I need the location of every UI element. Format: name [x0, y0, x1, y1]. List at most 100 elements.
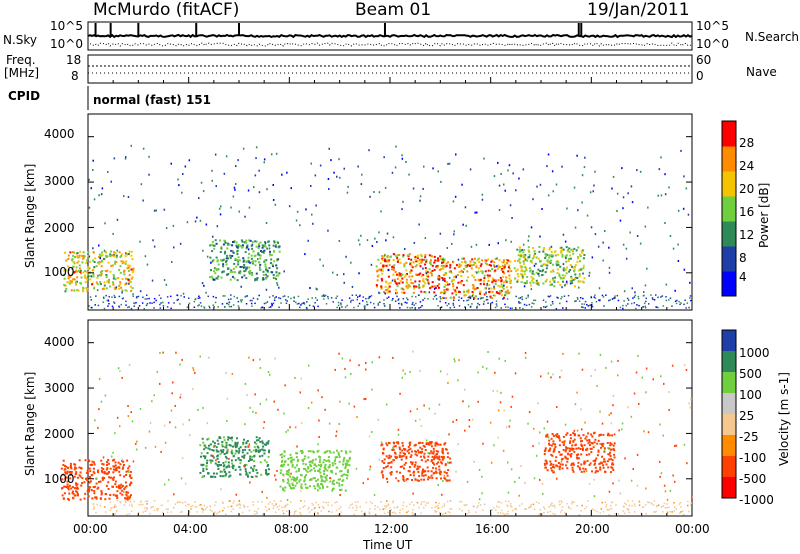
velocity-point [468, 405, 470, 408]
velocity-point [86, 490, 89, 493]
velocity-point [338, 453, 340, 456]
power-point [574, 264, 577, 267]
power-point [350, 301, 352, 303]
power-point [396, 277, 399, 280]
velocity-point [424, 449, 427, 451]
power-point [474, 295, 477, 298]
power-point [465, 279, 468, 282]
velocity-point [297, 458, 300, 461]
velocity-point [104, 498, 107, 501]
velocity-point [207, 447, 210, 450]
power-point [345, 255, 347, 258]
velocity-point [344, 467, 347, 469]
power-point [403, 275, 406, 278]
velocity-point [590, 447, 593, 450]
power-point [125, 289, 128, 292]
velocity-point [458, 508, 461, 510]
power-point [98, 253, 101, 256]
power-point [403, 265, 406, 268]
velocity-point [511, 509, 514, 512]
power-point [266, 188, 268, 191]
velocity-point [552, 442, 555, 445]
velocity-point [156, 370, 159, 373]
time-tick-4: 16:00 [475, 522, 510, 536]
velocity-point [683, 364, 686, 367]
power-point [235, 165, 237, 168]
power-point [544, 271, 547, 274]
velocity-point [284, 384, 286, 387]
velocity-point [214, 462, 217, 465]
power-point [241, 299, 243, 301]
power-point [120, 255, 123, 257]
velocity-point [645, 487, 647, 490]
power-point [443, 286, 446, 288]
velocity-point [226, 420, 228, 423]
power-point [557, 263, 560, 266]
power-point [107, 261, 110, 264]
velocity-point [253, 465, 256, 467]
power-point [193, 300, 196, 303]
velocity-point [304, 505, 306, 507]
velocity-point [382, 448, 385, 451]
velocity-point [524, 356, 527, 359]
velocity-point [683, 443, 686, 446]
velocity-point [246, 474, 249, 477]
velocity-point [424, 474, 427, 477]
velocity-point [125, 485, 128, 488]
power-point [369, 195, 371, 198]
power-point [338, 158, 340, 161]
velocity-point [100, 459, 103, 462]
velocity-point [98, 377, 101, 380]
velocity-point [515, 508, 517, 511]
velocity-point [76, 491, 79, 494]
power-point [155, 299, 157, 302]
power-point [425, 278, 428, 281]
power-point [445, 265, 448, 267]
velocity-point [382, 452, 385, 455]
velocity-point [591, 470, 593, 473]
power-point [360, 183, 363, 186]
power-point [93, 266, 96, 269]
velocity-point [161, 511, 164, 514]
power-point [133, 305, 135, 307]
velocity-point [215, 472, 218, 475]
velocity-point [309, 460, 312, 463]
velocity-point [571, 466, 574, 469]
power-point [107, 305, 109, 307]
velocity-point [324, 408, 326, 411]
power-point [264, 241, 267, 244]
power-point [566, 207, 568, 210]
power-point [553, 279, 556, 282]
power-point [542, 282, 545, 285]
velocity-point [419, 418, 421, 421]
velocity-point [303, 467, 306, 470]
power-point [383, 303, 385, 305]
velocity-point [511, 395, 514, 398]
power-point [251, 299, 253, 302]
power-point [416, 260, 419, 263]
velocity-point [112, 471, 115, 474]
power-point [248, 239, 251, 242]
velocity-point [261, 490, 263, 493]
power-point [222, 265, 225, 268]
power-point [369, 295, 371, 298]
velocity-point [565, 433, 568, 436]
power-point [71, 268, 74, 271]
velocity-point [403, 467, 405, 470]
velocity-point [223, 453, 226, 455]
velocity-point [247, 460, 250, 462]
velocity-point [437, 443, 440, 446]
power-point [525, 297, 527, 300]
velocity-point [95, 482, 98, 485]
power-point [376, 275, 379, 278]
velocity-point [232, 455, 235, 458]
velocity-point [303, 457, 306, 460]
velocity-point [612, 447, 615, 450]
velocity-point [181, 457, 184, 460]
power-point [378, 231, 380, 234]
power-point [521, 275, 524, 278]
power-point [408, 253, 411, 256]
power-point [567, 260, 570, 262]
velocity-point [344, 367, 346, 370]
power-point [440, 180, 442, 183]
